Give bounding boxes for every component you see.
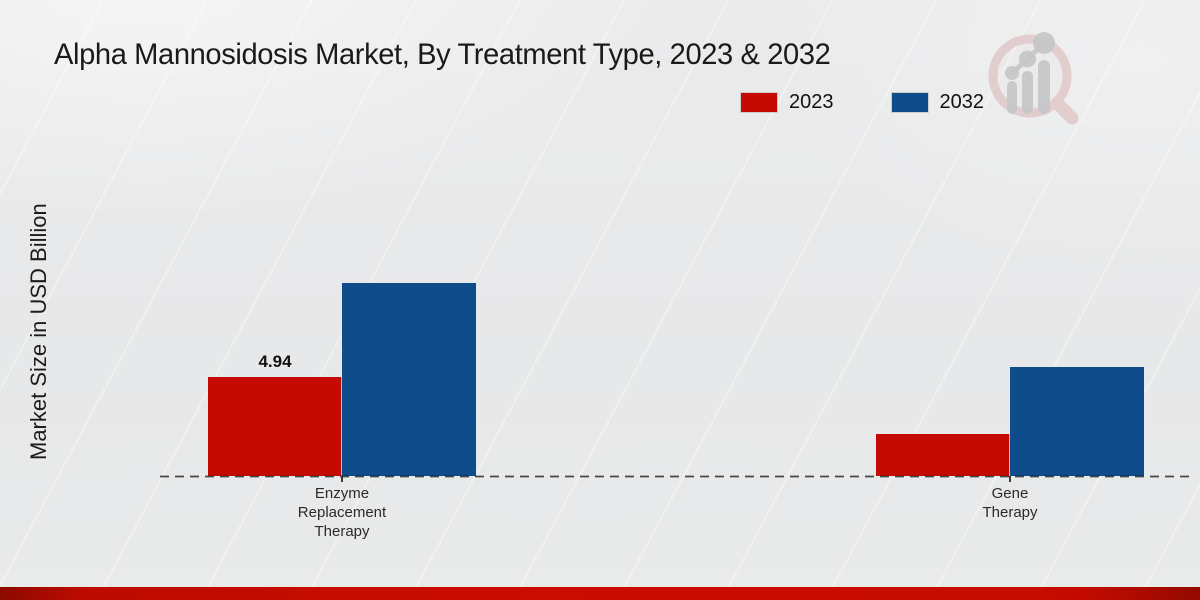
bar-2032-enzyme-replacement-therapy	[342, 282, 476, 476]
bar-2023-gene-therapy	[876, 433, 1010, 476]
legend-item-2032: 2032	[891, 91, 985, 114]
chart-title: Alpha Mannosidosis Market, By Treatment …	[54, 38, 831, 71]
magnifier-bar-chart-logo-icon	[988, 32, 1079, 125]
x-axis-tick	[1009, 476, 1011, 482]
legend-item-2023: 2023	[741, 91, 834, 114]
legend-label: 2032	[939, 91, 985, 113]
legend-label: 2023	[789, 91, 834, 113]
bar-value-label: 4.94	[258, 351, 292, 371]
x-axis-category-label-enzyme-replacement-therapy: Enzyme Replacement Therapy	[297, 485, 387, 540]
legend-swatch-icon	[891, 93, 928, 112]
x-axis-category-label-gene-therapy: Gene Therapy	[982, 485, 1038, 521]
bar-2032-gene-therapy	[1010, 366, 1144, 476]
legend: 2023 2032	[741, 91, 984, 114]
footer-accent-band	[0, 587, 1200, 600]
legend-swatch-icon	[741, 93, 777, 112]
bar-2023-enzyme-replacement-therapy	[208, 376, 342, 476]
x-axis-tick	[341, 476, 343, 482]
